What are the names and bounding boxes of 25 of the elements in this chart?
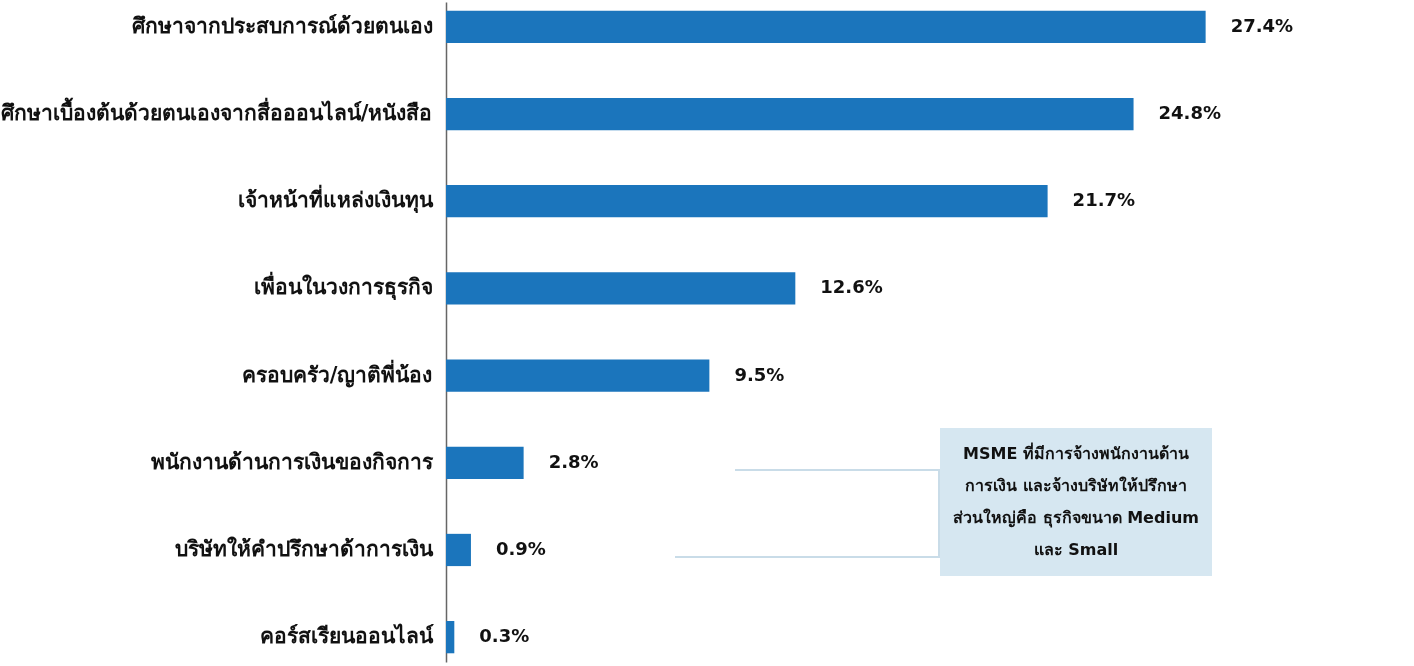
data-label: 21.7%	[1072, 189, 1136, 211]
bar	[446, 446, 524, 479]
data-label: 0.9%	[495, 537, 546, 559]
bar	[446, 272, 796, 305]
bar	[446, 621, 455, 654]
data-label: 0.3%	[479, 625, 530, 647]
data-label: 24.8%	[1158, 102, 1221, 124]
bar	[446, 97, 1134, 131]
y-tick-label: คอร์สเรียนออนไลน์	[259, 623, 434, 649]
y-tick-label: เจ้าหน้าที่แหล่งเงินทุน	[237, 184, 434, 215]
bar	[446, 10, 1206, 43]
y-tick-label: ศึกษาเบื้องต้นด้วยตนเองจากสื่อออนไลน์/หนังสือ	[0, 97, 433, 126]
y-tick-label: บริษัทให้คำปรึกษาด้าการเงิน	[174, 535, 434, 561]
bar	[446, 533, 471, 567]
data-label: 2.8%	[548, 450, 599, 472]
data-label: 27.4%	[1230, 14, 1294, 36]
data-label: 12.6%	[820, 276, 883, 298]
bar	[446, 359, 710, 392]
y-tick-label: ศึกษาจากประสบการณ์ด้วยตนเอง	[131, 13, 433, 38]
annotation: MSME ที่มีการจ้างพนักงานด้าน การเงิน และจ้างบริษัทให้ปรึกษา ส่วนใหญ่คือ ธุรกิจขนาด Medium และ Small	[952, 441, 1200, 561]
bar	[446, 185, 1048, 218]
y-tick-label: พนักงานด้านการเงินของกิจการ	[150, 449, 434, 474]
data-label: 9.5%	[734, 363, 785, 385]
y-tick-label: ครอบครัว/ญาติพี่น้อง	[241, 358, 433, 388]
y-tick-label: เพื่อนในวงการธุรกิจ	[253, 271, 433, 302]
